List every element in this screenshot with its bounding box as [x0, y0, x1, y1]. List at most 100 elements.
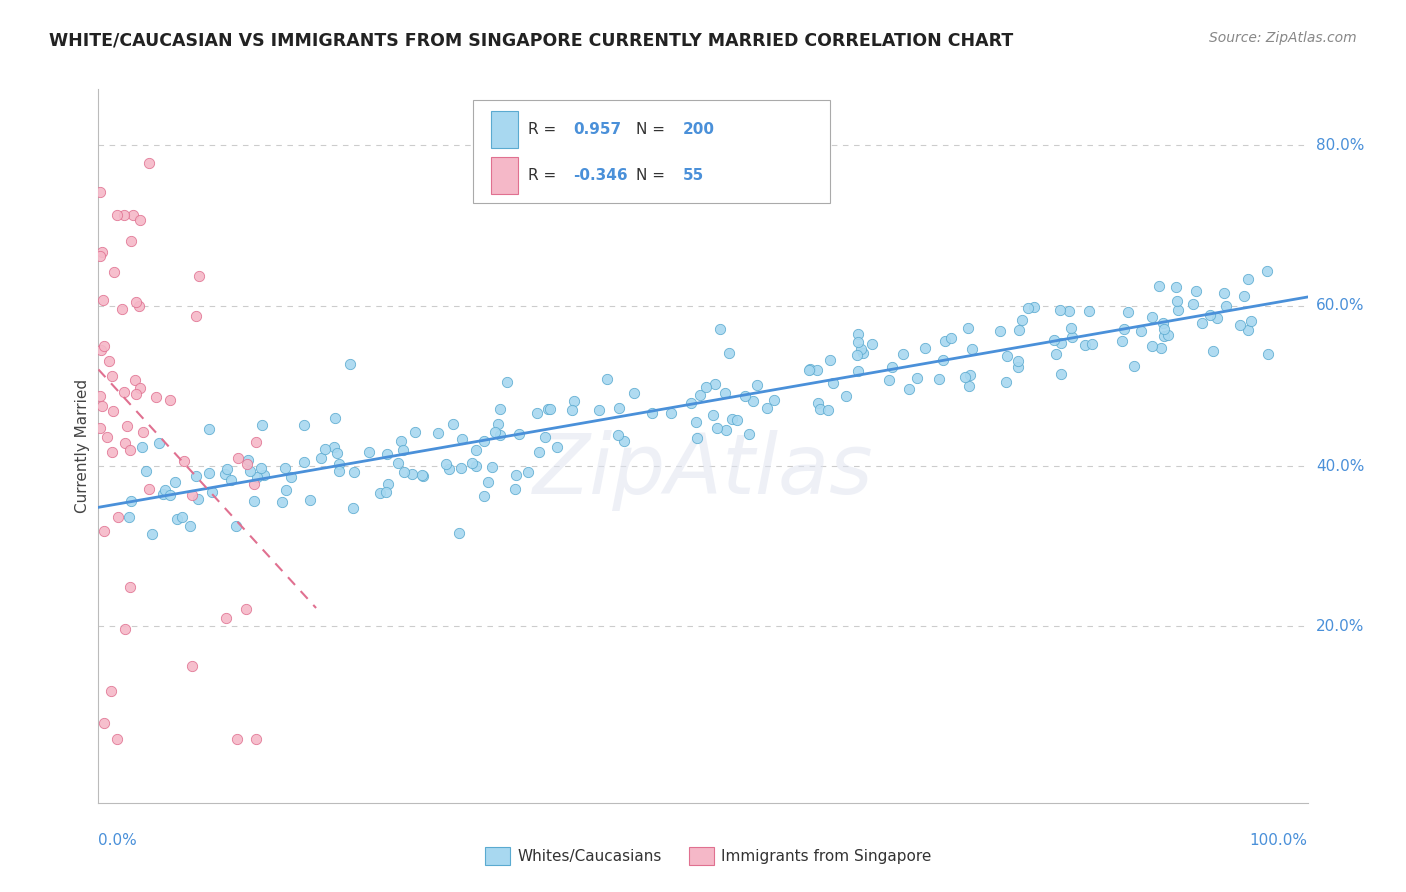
Point — [1057, 303, 1080, 318]
Point — [481, 460, 503, 475]
Point — [1081, 336, 1104, 351]
Point — [1153, 321, 1175, 335]
Point — [141, 527, 163, 541]
Point — [375, 447, 398, 461]
Point — [377, 476, 399, 491]
Point — [928, 372, 950, 386]
Point — [1166, 293, 1188, 308]
Point — [818, 353, 841, 368]
Point — [461, 456, 484, 470]
Point — [503, 482, 526, 496]
Point — [219, 474, 242, 488]
Point — [527, 445, 550, 459]
Point — [1050, 335, 1073, 350]
FancyBboxPatch shape — [474, 100, 830, 203]
Point — [124, 386, 146, 401]
Point — [741, 394, 763, 409]
Point — [437, 462, 460, 476]
Point — [508, 427, 530, 442]
Point — [245, 435, 267, 450]
Point — [90, 399, 112, 413]
Point — [89, 420, 111, 434]
Point — [685, 416, 707, 430]
Point — [880, 359, 903, 374]
Point — [138, 156, 160, 170]
Point — [1142, 310, 1164, 324]
Point — [239, 464, 262, 478]
Point — [846, 326, 869, 341]
Point — [100, 683, 122, 698]
Text: 40.0%: 40.0% — [1316, 458, 1364, 474]
Point — [90, 343, 112, 357]
Point — [181, 658, 204, 673]
Point — [955, 369, 977, 384]
Point — [121, 208, 143, 222]
Point — [89, 389, 111, 403]
Point — [734, 389, 756, 403]
Point — [995, 349, 1018, 363]
Point — [118, 442, 141, 457]
Point — [226, 451, 249, 466]
Point — [932, 353, 955, 368]
Point — [1215, 299, 1237, 313]
Point — [387, 456, 409, 470]
Text: N =: N = — [637, 169, 671, 183]
Point — [292, 454, 315, 468]
Point — [1240, 314, 1263, 328]
Point — [103, 265, 125, 279]
Point — [817, 403, 839, 417]
Point — [152, 487, 174, 501]
Point — [546, 441, 568, 455]
Point — [187, 269, 209, 284]
Point — [1049, 367, 1071, 381]
Point — [1237, 272, 1260, 286]
Point — [172, 510, 194, 524]
FancyBboxPatch shape — [492, 157, 517, 194]
Point — [716, 423, 738, 437]
Point — [477, 475, 499, 489]
Point — [145, 390, 167, 404]
Point — [114, 436, 136, 450]
Point — [588, 403, 610, 417]
Point — [159, 392, 181, 407]
Point — [1237, 323, 1260, 337]
Point — [226, 731, 249, 746]
Point — [135, 464, 157, 478]
Point — [1229, 318, 1251, 333]
Text: 20.0%: 20.0% — [1316, 619, 1364, 634]
Point — [326, 446, 349, 460]
Point — [273, 461, 295, 475]
Point — [389, 434, 412, 448]
Point — [298, 493, 321, 508]
Point — [112, 384, 135, 399]
Point — [292, 417, 315, 432]
Point — [725, 412, 748, 426]
Text: WHITE/CAUCASIAN VS IMMIGRANTS FROM SINGAPORE CURRENTLY MARRIED CORRELATION CHART: WHITE/CAUCASIAN VS IMMIGRANTS FROM SINGA… — [49, 31, 1014, 49]
Point — [235, 457, 257, 471]
Point — [128, 299, 150, 313]
Point — [957, 378, 980, 392]
Point — [98, 354, 121, 368]
Point — [131, 440, 153, 454]
Point — [246, 469, 269, 483]
Text: Immigrants from Singapore: Immigrants from Singapore — [721, 849, 932, 863]
Point — [562, 394, 585, 409]
Text: Whites/Caucasians: Whites/Caucasians — [517, 849, 662, 863]
Point — [1130, 324, 1153, 338]
Point — [236, 452, 259, 467]
Point — [714, 385, 737, 400]
Point — [464, 443, 486, 458]
Point — [695, 380, 717, 394]
Point — [852, 346, 875, 360]
Point — [447, 525, 470, 540]
Point — [704, 377, 727, 392]
Point — [1181, 297, 1204, 311]
Point — [1060, 321, 1083, 335]
Point — [846, 335, 869, 350]
Point — [1213, 286, 1236, 301]
Point — [484, 425, 506, 439]
Point — [1191, 316, 1213, 330]
Point — [181, 488, 204, 502]
Point — [495, 375, 517, 389]
Point — [1206, 310, 1229, 325]
